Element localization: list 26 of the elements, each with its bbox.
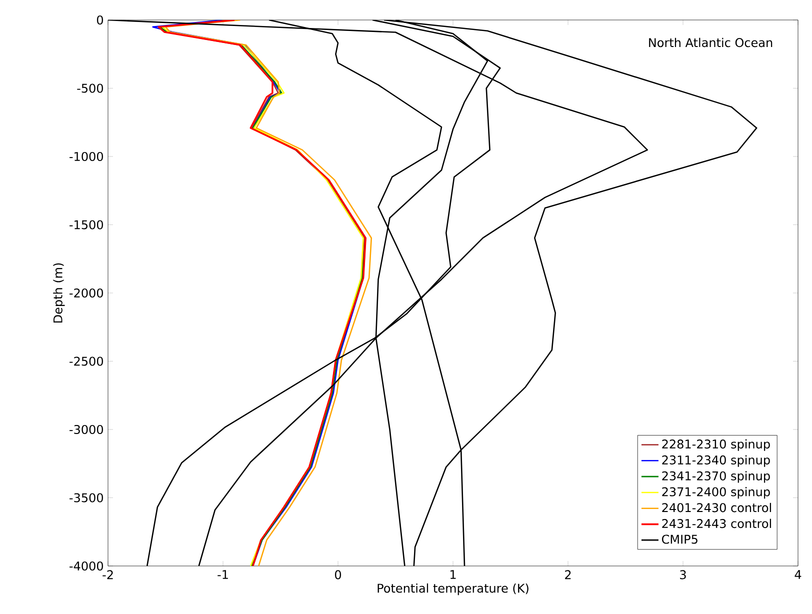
x-tick-label: 3: [680, 570, 686, 580]
legend-label: 2371-2400 spinup: [662, 487, 770, 499]
y-tick-label: 0: [96, 15, 104, 25]
y-tick-label: -2500: [70, 356, 104, 366]
legend-label: 2401-2430 control: [662, 502, 771, 512]
x-tick-label: 0: [334, 570, 342, 580]
y-tick-label: -3000: [70, 424, 104, 434]
y-axis-title: Depth (m): [53, 263, 65, 323]
y-tick-label: -1000: [70, 152, 104, 162]
x-tick-label: 2: [565, 570, 571, 580]
legend-label: CMIP5: [662, 534, 698, 544]
annotation: North Atlantic Ocean: [649, 38, 772, 48]
x-tick-label: -1: [218, 570, 228, 579]
y-tick-label: -3500: [70, 493, 104, 502]
y-tick-label: -500: [77, 84, 104, 93]
legend-label: 2311-2340 spinup: [662, 455, 770, 467]
legend-label: 2281-2310 spinup: [662, 439, 770, 451]
legend-label: 2431-2443 control: [662, 518, 771, 528]
y-tick-label: -2000: [70, 288, 104, 298]
legend-label: 2341-2370 spinup: [662, 471, 770, 483]
y-tick-label: -4000: [70, 561, 104, 571]
x-axis-title: Potential temperature (K): [378, 583, 528, 596]
y-tick-label: -1500: [70, 220, 104, 230]
x-tick-label: 1: [450, 570, 456, 579]
x-tick-label: 4: [794, 570, 802, 579]
x-tick-label: -2: [102, 570, 113, 580]
